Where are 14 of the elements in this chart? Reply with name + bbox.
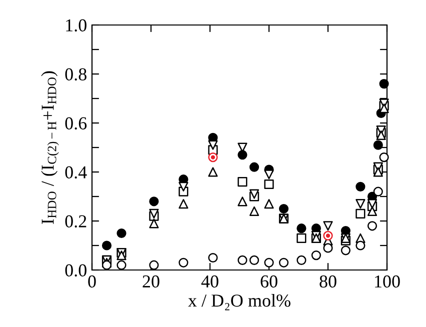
y-tick-label: 0.0 — [65, 264, 86, 277]
y-tick-label: 1.0 — [66, 19, 86, 32]
x-axis-title: x / D₂O mol% — [188, 294, 290, 310]
x-tick-label: 0 — [88, 275, 96, 288]
x-tick-label: 100 — [375, 275, 400, 288]
x-tick-label: 20 — [142, 275, 160, 288]
y-axis-title: I$_{HDO}$ / (I$_{C(2)−H}$+I$_{HDO}$) — [41, 71, 59, 224]
y-tick-label: 0.2 — [65, 215, 86, 228]
y-tick-label: 0.4 — [65, 166, 87, 179]
x-tick-label: 80 — [320, 275, 336, 288]
x-tick-label: 60 — [260, 275, 278, 288]
y-tick-label: 0.8 — [65, 68, 86, 81]
y-tick-label: 0.6 — [65, 117, 87, 130]
x-tick-label: 40 — [201, 275, 218, 288]
